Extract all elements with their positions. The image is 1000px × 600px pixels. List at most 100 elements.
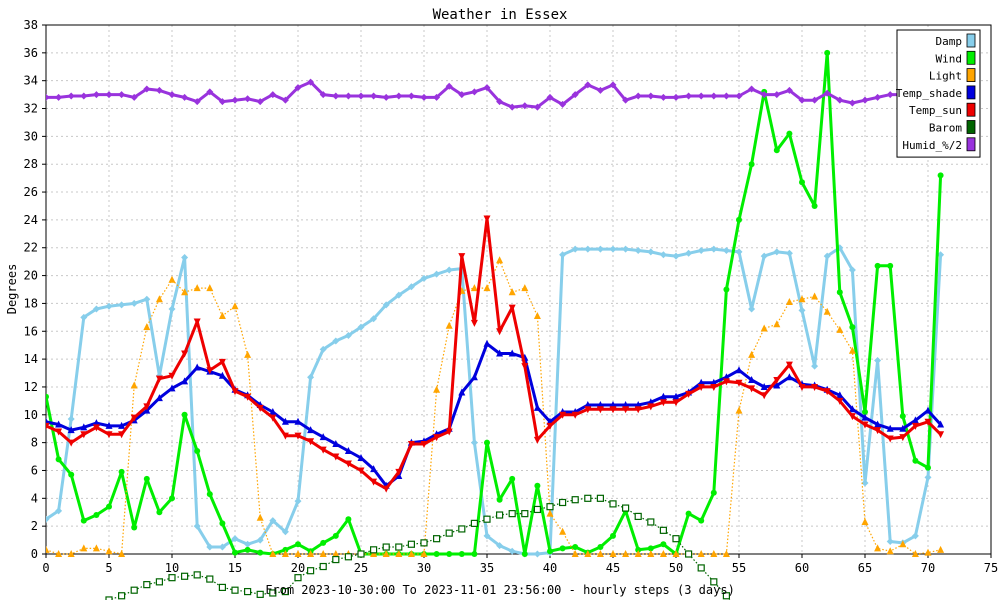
data-point xyxy=(382,543,390,551)
x-tick-label: 30 xyxy=(417,561,431,575)
data-point xyxy=(496,256,504,264)
data-point xyxy=(811,202,818,209)
data-point xyxy=(206,284,214,292)
data-point xyxy=(521,510,529,518)
data-point xyxy=(155,394,163,402)
data-point xyxy=(911,422,919,430)
data-point xyxy=(483,284,491,292)
data-point xyxy=(874,420,882,428)
data-point xyxy=(143,85,151,93)
data-point xyxy=(559,411,567,419)
data-point xyxy=(370,92,378,100)
data-point xyxy=(46,515,50,523)
data-point xyxy=(559,545,566,552)
data-point xyxy=(848,99,856,107)
data-point xyxy=(760,392,768,400)
data-point xyxy=(722,378,730,386)
data-point xyxy=(496,349,504,357)
data-point xyxy=(824,49,831,56)
y-tick-label: 8 xyxy=(31,436,38,450)
data-point xyxy=(420,441,428,449)
x-tick-label: 35 xyxy=(480,561,494,575)
data-point xyxy=(194,447,201,454)
data-point xyxy=(344,446,352,454)
data-point xyxy=(193,98,201,106)
data-point xyxy=(887,262,894,269)
data-point xyxy=(433,535,441,543)
data-point xyxy=(244,587,252,596)
data-point xyxy=(294,497,302,505)
data-point xyxy=(672,392,680,400)
data-point xyxy=(281,528,289,536)
data-point xyxy=(470,88,478,96)
data-point xyxy=(218,311,226,319)
data-point xyxy=(332,453,340,461)
data-point xyxy=(470,519,478,527)
data-point xyxy=(244,540,252,548)
data-point xyxy=(168,305,176,313)
data-point xyxy=(534,482,541,489)
data-point xyxy=(181,253,189,261)
legend-swatch xyxy=(966,137,976,152)
data-point xyxy=(269,91,277,99)
data-point xyxy=(130,414,138,422)
data-point xyxy=(256,404,264,412)
data-point xyxy=(811,383,819,391)
data-point xyxy=(748,375,756,383)
data-point xyxy=(697,92,705,100)
data-point xyxy=(92,424,100,432)
data-point xyxy=(395,92,403,100)
data-point xyxy=(332,532,339,539)
data-point xyxy=(647,545,654,552)
data-point xyxy=(256,590,264,598)
data-point xyxy=(483,215,491,223)
data-point xyxy=(420,550,428,557)
data-point xyxy=(647,403,655,411)
data-point xyxy=(899,424,907,432)
data-point xyxy=(685,510,692,517)
data-point xyxy=(143,403,151,411)
x-tick-label: 70 xyxy=(921,561,935,575)
data-point xyxy=(886,435,894,443)
legend-swatch xyxy=(966,120,976,134)
data-point xyxy=(937,431,945,439)
data-point xyxy=(433,93,441,101)
data-point xyxy=(861,517,869,525)
data-point xyxy=(118,91,126,99)
data-point xyxy=(458,551,465,557)
data-point xyxy=(937,420,945,428)
data-point xyxy=(269,408,277,416)
data-point xyxy=(370,315,378,323)
data-point xyxy=(723,286,730,293)
data-point xyxy=(823,307,831,315)
data-point xyxy=(533,550,541,558)
data-point xyxy=(836,391,844,399)
data-point xyxy=(533,436,541,444)
data-point xyxy=(319,91,327,99)
data-point xyxy=(433,270,441,278)
data-point xyxy=(508,304,516,312)
data-point xyxy=(798,306,806,314)
data-point xyxy=(68,471,75,478)
data-point xyxy=(155,578,163,586)
data-point xyxy=(811,292,819,300)
legend-label: Damp xyxy=(936,35,963,48)
data-point xyxy=(672,93,680,101)
data-point xyxy=(80,517,87,524)
x-tick-label: 55 xyxy=(732,561,746,575)
data-point xyxy=(294,417,302,425)
data-point xyxy=(458,388,466,396)
data-point xyxy=(848,266,856,274)
data-point xyxy=(80,313,88,321)
data-point xyxy=(773,91,781,99)
data-point xyxy=(193,284,201,292)
data-point xyxy=(937,251,945,259)
data-point xyxy=(445,321,453,329)
data-point xyxy=(874,262,881,269)
data-point xyxy=(483,532,491,540)
data-point xyxy=(886,424,894,432)
data-point xyxy=(685,390,693,398)
legend-swatch xyxy=(966,102,976,117)
data-point xyxy=(622,245,630,253)
data-point xyxy=(798,383,806,391)
